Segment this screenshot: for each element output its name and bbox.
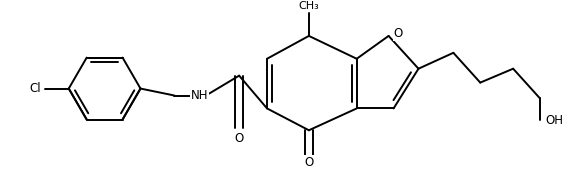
Text: CH₃: CH₃ xyxy=(298,1,319,11)
Text: OH: OH xyxy=(545,114,563,127)
Text: Cl: Cl xyxy=(29,82,41,95)
Text: O: O xyxy=(234,132,244,145)
Text: O: O xyxy=(394,27,403,40)
Text: O: O xyxy=(305,156,314,169)
Text: NH: NH xyxy=(190,89,208,102)
